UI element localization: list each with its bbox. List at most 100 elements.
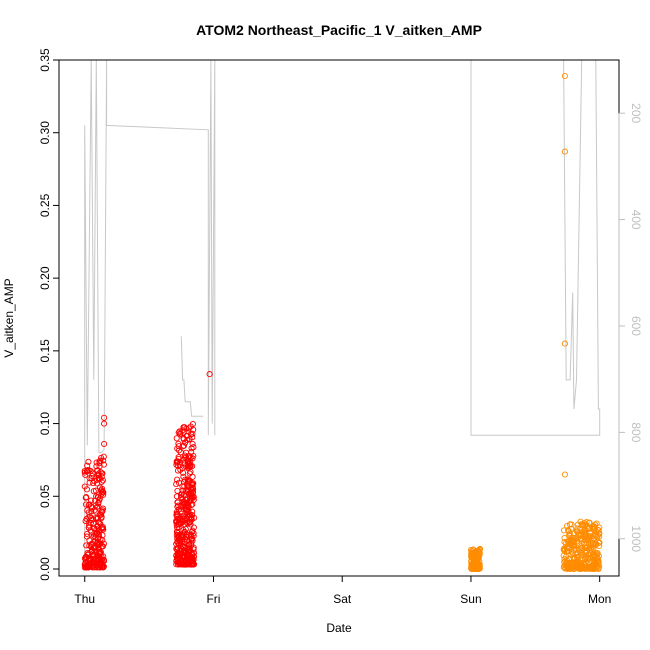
secondary-y-axis: 200 400 600 800 1000 xyxy=(618,103,643,552)
data-point-red xyxy=(95,494,102,501)
data-point-orange xyxy=(589,544,596,551)
y-tick-label: 0.30 xyxy=(38,121,52,145)
data-point-red xyxy=(206,371,213,378)
data-point-red xyxy=(184,501,191,508)
x-tick-label: Sun xyxy=(460,592,481,606)
data-point-red xyxy=(186,462,193,469)
x-tick-label: Thu xyxy=(74,592,95,606)
data-point-orange xyxy=(468,557,475,564)
data-point-orange xyxy=(566,545,573,552)
data-point-red xyxy=(190,452,197,460)
data-point-orange xyxy=(561,72,568,80)
secondary-y-tick-label: 200 xyxy=(629,103,643,123)
data-point-red xyxy=(182,454,189,461)
data-point-red xyxy=(82,501,90,508)
data-point-red xyxy=(93,503,101,510)
data-point-red xyxy=(88,503,95,510)
data-point-red xyxy=(182,560,189,568)
data-point-red xyxy=(101,414,108,421)
data-point-red xyxy=(176,431,184,438)
data-point-orange xyxy=(575,560,582,567)
data-point-orange xyxy=(574,549,581,556)
data-point-red xyxy=(189,430,196,437)
data-point-red xyxy=(189,489,196,497)
data-point-red xyxy=(92,560,99,567)
data-point-red xyxy=(88,497,95,504)
data-point-orange xyxy=(473,560,480,567)
data-point-orange xyxy=(590,557,597,564)
data-point-orange xyxy=(561,340,568,347)
data-point-orange xyxy=(470,565,477,573)
data-point-red xyxy=(180,442,188,449)
data-point-red xyxy=(173,528,180,535)
data-point-orange xyxy=(561,559,568,566)
data-point-orange xyxy=(571,563,578,570)
data-point-orange xyxy=(594,532,601,539)
data-point-red xyxy=(180,553,187,560)
data-point-red xyxy=(100,526,107,533)
y-tick-label: 0.25 xyxy=(38,193,52,217)
data-point-red xyxy=(96,497,103,504)
data-point-red xyxy=(183,515,190,522)
data-point-red xyxy=(187,423,194,430)
data-point-red xyxy=(98,513,105,520)
data-point-red xyxy=(174,530,182,537)
data-point-red xyxy=(93,480,100,487)
y-axis-label: V_aitken_AMP xyxy=(2,278,16,357)
data-point-orange xyxy=(577,518,584,525)
data-point-orange xyxy=(596,539,603,546)
data-point-orange xyxy=(569,550,576,557)
x-tick-label: Mon xyxy=(588,592,611,606)
y-tick-label: 0.00 xyxy=(38,557,52,581)
data-point-red xyxy=(190,553,197,560)
y-axis: 0.00 0.05 0.10 0.15 0.20 0.25 0.30 0.35 xyxy=(38,48,60,581)
altitude-line xyxy=(84,60,601,569)
data-point-red xyxy=(93,463,100,470)
y-tick-label: 0.35 xyxy=(38,48,52,72)
data-point-orange xyxy=(565,528,572,535)
data-point-red xyxy=(101,420,108,427)
data-point-orange xyxy=(589,564,596,571)
y-tick-label: 0.15 xyxy=(38,339,52,363)
data-point-orange xyxy=(593,541,600,548)
data-point-red xyxy=(185,477,192,484)
data-point-orange xyxy=(476,547,483,554)
data-point-red xyxy=(93,459,100,466)
data-point-red xyxy=(95,552,102,559)
data-point-red xyxy=(175,506,183,513)
data-point-orange xyxy=(561,538,568,545)
data-point-red xyxy=(85,514,92,521)
data-point-red xyxy=(180,506,187,513)
data-point-orange xyxy=(596,563,603,570)
data-point-red xyxy=(181,483,188,490)
data-point-red xyxy=(98,470,105,477)
x-axis: Thu Fri Sat Sun Mon xyxy=(74,575,611,606)
data-point-red xyxy=(176,462,183,469)
data-point-red xyxy=(189,481,196,488)
data-point-red xyxy=(173,524,181,531)
data-point-red xyxy=(100,540,107,547)
data-point-red xyxy=(173,511,180,519)
data-point-orange xyxy=(564,522,571,530)
data-point-orange xyxy=(592,532,599,539)
data-point-red xyxy=(95,549,102,556)
data-point-red xyxy=(175,447,183,454)
data-point-orange xyxy=(585,564,592,571)
plot-area xyxy=(81,60,603,573)
data-point-orange xyxy=(575,530,582,537)
data-point-red xyxy=(174,476,181,483)
data-point-red xyxy=(97,536,104,543)
data-point-orange xyxy=(593,520,600,527)
x-tick-label: Sat xyxy=(333,592,352,606)
data-point-orange xyxy=(592,539,599,546)
chart-title: ATOM2 Northeast_Pacific_1 V_aitken_AMP xyxy=(196,22,482,38)
data-point-orange xyxy=(579,528,586,536)
data-point-red xyxy=(87,519,94,526)
data-point-red xyxy=(180,491,187,498)
data-point-orange xyxy=(561,148,568,155)
data-point-red xyxy=(188,493,195,500)
data-point-red xyxy=(178,538,186,545)
data-point-red xyxy=(189,527,196,534)
data-point-red xyxy=(98,491,105,498)
